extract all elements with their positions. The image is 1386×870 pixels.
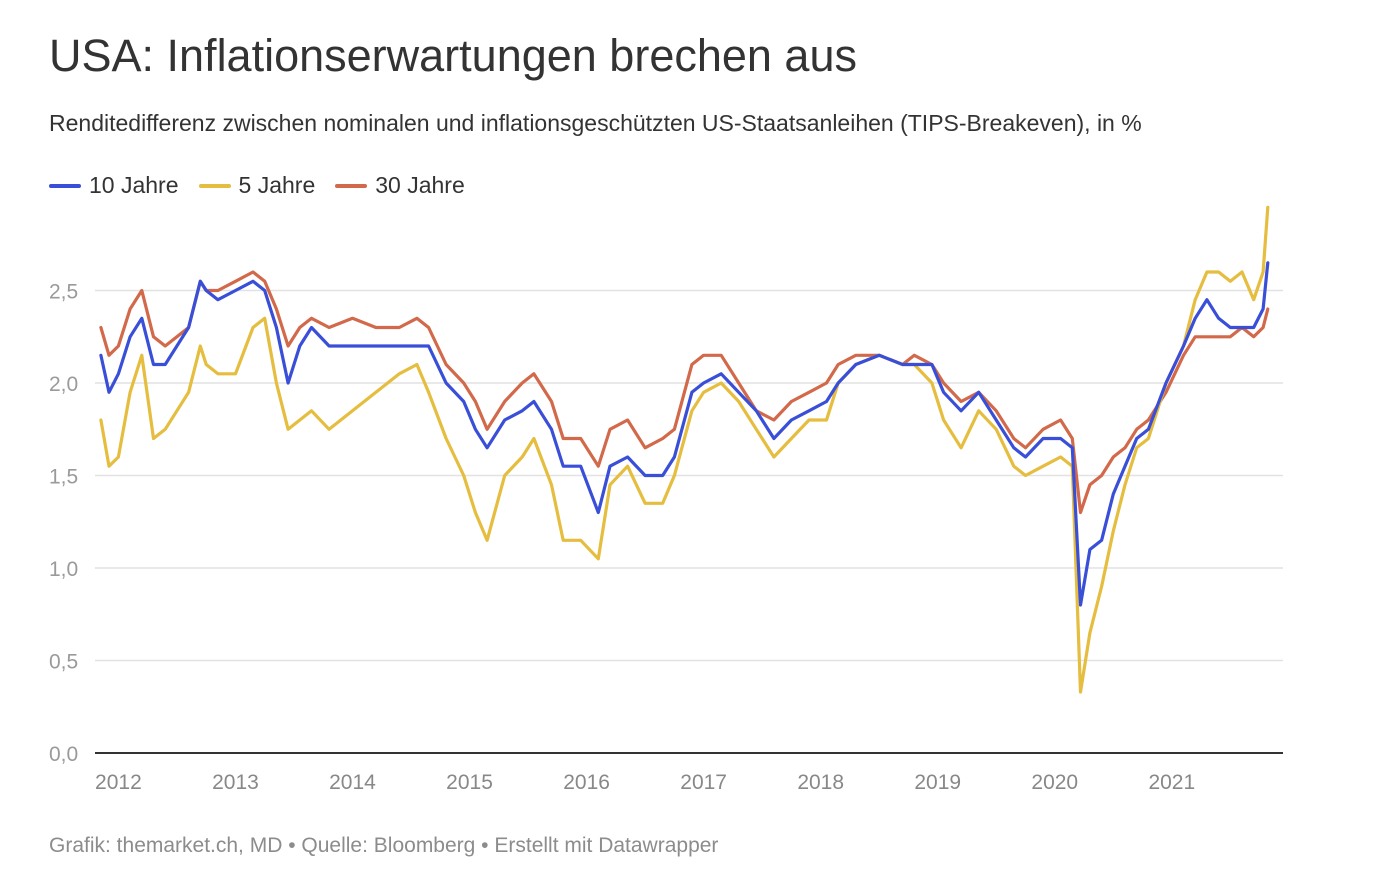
legend-swatch-30-jahre: [335, 183, 368, 188]
y-tick-label: 1,5: [49, 466, 78, 489]
series-line-5-jahre: [99, 205, 1270, 694]
legend-swatch-10-jahre: [49, 183, 81, 188]
legend-swatch-5-jahre: [198, 183, 231, 188]
y-tick-label: 2,0: [49, 373, 78, 396]
legend-label-10-jahre: 10 Jahre: [89, 172, 179, 198]
legend-label-30-jahre: 30 Jahre: [375, 172, 465, 198]
x-tick-label: 2013: [212, 771, 259, 794]
legend-item-10-jahre: 10 Jahre: [49, 172, 179, 199]
x-tick-label: 2015: [446, 771, 493, 794]
x-tick-label: 2019: [914, 771, 961, 794]
x-tick-label: 2021: [1148, 771, 1195, 794]
x-tick-label: 2018: [797, 771, 844, 794]
legend-item-5-jahre: 5 Jahre: [198, 172, 316, 199]
y-tick-label: 0,0: [49, 743, 78, 766]
chart-subtitle: Renditedifferenz zwischen nominalen und …: [49, 110, 1142, 136]
y-tick-label: 1,0: [49, 558, 78, 581]
x-tick-label: 2012: [95, 771, 142, 794]
x-tick-label: 2017: [680, 771, 727, 794]
legend-item-30-jahre: 30 Jahre: [335, 172, 465, 199]
line-chart: 0,0 0,5 1,0 1,5 2,0 2,5 2012 2013 2014 2015 2016 20…: [49, 205, 1283, 794]
series-line-10-jahre: [99, 261, 1270, 607]
legend-label-5-jahre: 5 Jahre: [238, 172, 316, 198]
chart-legend: 10 Jahre 5 Jahre 30 Jahre: [49, 172, 485, 199]
x-tick-label: 2016: [563, 771, 610, 794]
y-tick-label: 2,5: [49, 281, 78, 304]
y-tick-label: 0,5: [49, 651, 78, 674]
chart-title: USA: Inflationserwartungen brechen aus: [49, 30, 857, 81]
x-tick-label: 2020: [1031, 771, 1078, 794]
chart-footer: Grafik: themarket.ch, MD • Quelle: Bloom…: [49, 834, 719, 857]
x-tick-label: 2014: [329, 771, 376, 794]
series-line-30-jahre: [99, 270, 1270, 515]
